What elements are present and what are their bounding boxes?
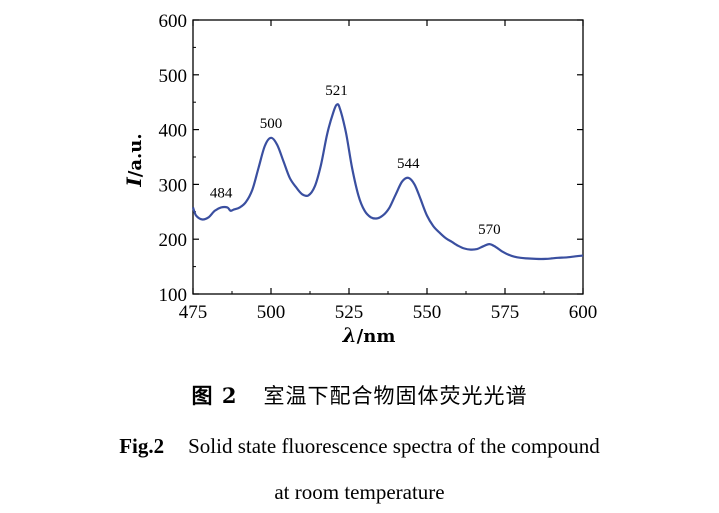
y-tick-label: 500: [159, 66, 188, 87]
x-tick-label: 600: [569, 302, 598, 323]
peak-label: 521: [325, 83, 348, 99]
caption-cn-text: 室温下配合物固体荧光光谱: [263, 384, 528, 408]
series-layer: [191, 103, 584, 261]
y-tick-label: 200: [159, 230, 188, 251]
peak-labels: 484 500 521 544 570: [210, 83, 501, 238]
x-axis-symbol: λ: [342, 323, 357, 347]
y-tick-label: 400: [159, 121, 188, 142]
y-tick-label: 100: [159, 285, 188, 306]
peak-label: 484: [210, 185, 233, 201]
caption-cn-figure-number: 图 2: [191, 383, 238, 408]
plot-frame: [192, 19, 584, 295]
x-tick-label: 575: [491, 302, 520, 323]
x-axis-label: λ/nm: [342, 323, 396, 347]
x-tick-label: 550: [413, 302, 442, 323]
y-axis-unit: /a.u.: [125, 133, 146, 177]
x-axis-ticks: 475 500 525 550 575 600: [179, 20, 598, 323]
y-tick-label: 300: [159, 175, 188, 196]
x-tick-label: 475: [179, 302, 208, 323]
caption-en-text: Solid state fluorescence spectra of the …: [188, 434, 600, 458]
peak-label: 570: [478, 222, 501, 238]
plot-border: [192, 19, 584, 295]
caption-english-line1: Fig.2 Solid state fluorescence spectra of…: [0, 434, 719, 459]
y-tick-label: 600: [159, 11, 188, 32]
y-axis-label: I/a.u.: [122, 133, 146, 187]
caption-chinese: 图 2 室温下配合物固体荧光光谱: [0, 380, 719, 410]
y-axis-symbol: I: [122, 177, 146, 188]
y-axis-ticks: 100 200 300 400 500 600: [159, 11, 583, 306]
spectrum-line: [191, 103, 584, 261]
peak-label: 544: [397, 156, 420, 172]
caption-english-line2: at room temperature: [274, 480, 445, 504]
x-tick-label: 500: [257, 302, 286, 323]
caption-en-figure-number: Fig.2: [119, 434, 165, 458]
peak-label: 500: [260, 116, 283, 132]
x-axis-unit: /nm: [357, 326, 396, 347]
x-tick-label: 525: [335, 302, 364, 323]
fluorescence-chart: 475 500 525 550 575 600 100 200 300 400 500 600 48…: [122, 11, 598, 347]
